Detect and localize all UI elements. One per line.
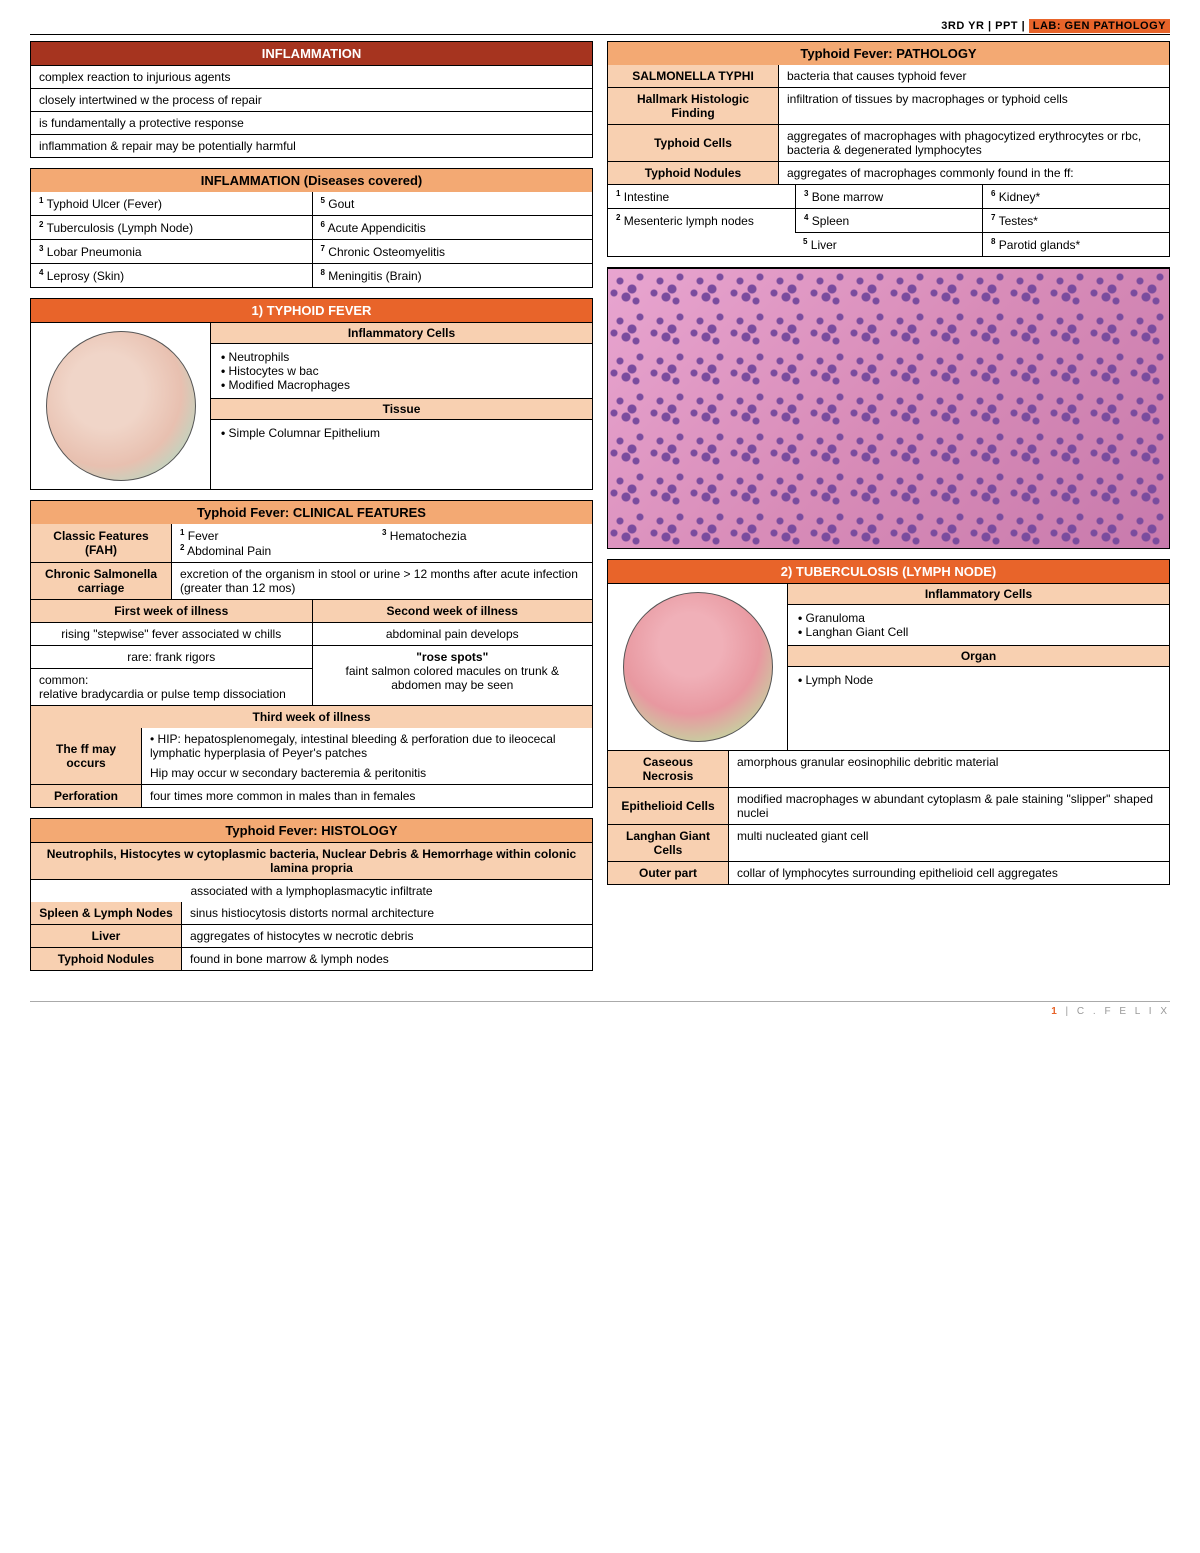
lab-label: LAB: GEN PATHOLOGY xyxy=(1029,19,1170,33)
w1r2: rare: frank rigors xyxy=(31,645,312,668)
path-k: Typhoid Cells xyxy=(608,124,778,161)
hist-v: sinus histiocytosis distorts normal arch… xyxy=(181,902,592,924)
histology-images xyxy=(607,267,1170,549)
nodule-sites: 1 Intestine 3 Bone marrow 6 Kidney* 2 Me… xyxy=(608,184,1169,256)
hist-k: Liver xyxy=(31,924,181,947)
histology-block: Typhoid Fever: HISTOLOGY Neutrophils, Hi… xyxy=(30,818,593,971)
disease-item: 2 Tuberculosis (Lymph Node) xyxy=(31,215,312,239)
page-footer: 1 | C . F E L I X xyxy=(30,1001,1170,1017)
disease-item: 6 Acute Appendicitis xyxy=(312,215,593,239)
week1-hdr: First week of illness xyxy=(31,600,312,622)
hist-k: Typhoid Nodules xyxy=(31,947,181,970)
inflam-row: complex reaction to injurious agents xyxy=(31,65,592,88)
hist-v: aggregates of histocytes w necrotic debr… xyxy=(181,924,592,947)
author-label: | C . F E L I X xyxy=(1066,1006,1170,1017)
w1r3: common: relative bradycardia or pulse te… xyxy=(31,668,312,705)
disease-item: 5 Gout xyxy=(312,192,593,215)
tb-inflam-hdr: Inflammatory Cells xyxy=(788,584,1169,605)
tb-organ-list: Lymph Node xyxy=(788,667,1169,693)
specimen-image xyxy=(46,331,196,481)
inflam-row: is fundamentally a protective response xyxy=(31,111,592,134)
tb-v: amorphous granular eosinophilic debritic… xyxy=(728,751,1169,787)
disease-item: 8 Meningitis (Brain) xyxy=(312,263,593,287)
histology-image xyxy=(608,268,1169,548)
tb-k: Langhan Giant Cells xyxy=(608,824,728,861)
perf-k: Perforation xyxy=(31,784,141,807)
course-label: 3RD YR | PPT | xyxy=(941,20,1025,32)
w2spots: "rose spots" faint salmon colored macule… xyxy=(313,645,593,696)
inflam-row: closely intertwined w the process of rep… xyxy=(31,88,592,111)
left-column: INFLAMMATION complex reaction to injurio… xyxy=(30,41,593,971)
hist-v: found in bone marrow & lymph nodes xyxy=(181,947,592,970)
disease-item: 1 Typhoid Ulcer (Fever) xyxy=(31,192,312,215)
tb-v: modified macrophages w abundant cytoplas… xyxy=(728,787,1169,824)
page-number: 1 xyxy=(1051,1006,1060,1017)
path-v: bacteria that causes typhoid fever xyxy=(778,65,1169,87)
ff-v: • HIP: hepatosplenomegaly, intestinal bl… xyxy=(141,728,592,784)
tb-inflam-list: Granuloma Langhan Giant Cell xyxy=(788,605,1169,645)
classic-v: 1 Fever2 Abdominal Pain 3 Hematochezia xyxy=(171,524,592,562)
chronic-k: Chronic Salmonella carriage xyxy=(31,562,171,599)
clinical-title: Typhoid Fever: CLINICAL FEATURES xyxy=(31,501,592,524)
tb-v: multi nucleated giant cell xyxy=(728,824,1169,861)
w2r1: abdominal pain develops xyxy=(313,623,593,645)
ff-k: The ff may occurs xyxy=(31,728,141,784)
right-column: Typhoid Fever: PATHOLOGY SALMONELLA TYPH… xyxy=(607,41,1170,971)
disease-item: 7 Chronic Osteomyelitis xyxy=(312,239,593,263)
path-k: Typhoid Nodules xyxy=(608,161,778,184)
tissue-hdr: Tissue xyxy=(211,398,592,420)
inflammation-block: INFLAMMATION complex reaction to injurio… xyxy=(30,41,593,158)
w1r1: rising "stepwise" fever associated w chi… xyxy=(31,623,312,645)
pathology-title: Typhoid Fever: PATHOLOGY xyxy=(608,42,1169,65)
pathology-block: Typhoid Fever: PATHOLOGY SALMONELLA TYPH… xyxy=(607,41,1170,257)
path-v: aggregates of macrophages commonly found… xyxy=(778,161,1169,184)
classic-k: Classic Features (FAH) xyxy=(31,524,171,562)
typhoid-block: 1) TYPHOID FEVER Inflammatory Cells Neut… xyxy=(30,298,593,490)
hist-k: Spleen & Lymph Nodes xyxy=(31,902,181,924)
tb-block: 2) TUBERCULOSIS (LYMPH NODE) Inflammator… xyxy=(607,559,1170,885)
tissue-list: Simple Columnar Epithelium xyxy=(211,420,592,446)
week3-hdr: Third week of illness xyxy=(31,705,592,728)
tb-v: collar of lymphocytes surrounding epithe… xyxy=(728,861,1169,884)
chronic-v: excretion of the organism in stool or ur… xyxy=(171,562,592,599)
page-header: 3RD YR | PPT | LAB: GEN PATHOLOGY xyxy=(30,20,1170,35)
tb-k: Epithelioid Cells xyxy=(608,787,728,824)
inflam-cells-list: Neutrophils Histocytes w bac Modified Ma… xyxy=(211,344,592,398)
perf-v: four times more common in males than in … xyxy=(141,784,592,807)
diseases-title: INFLAMMATION (Diseases covered) xyxy=(31,169,592,192)
histology-title: Typhoid Fever: HISTOLOGY xyxy=(31,819,592,842)
typhoid-title: 1) TYPHOID FEVER xyxy=(31,299,592,322)
path-k: Hallmark Histologic Finding xyxy=(608,87,778,124)
path-k: SALMONELLA TYPHI xyxy=(608,65,778,87)
week2-hdr: Second week of illness xyxy=(312,600,593,622)
histology-assoc: associated with a lymphoplasmacytic infi… xyxy=(31,879,592,902)
inflam-cells-hdr: Inflammatory Cells xyxy=(211,323,592,344)
inflammation-title: INFLAMMATION xyxy=(31,42,592,65)
tb-k: Caseous Necrosis xyxy=(608,751,728,787)
tb-title: 2) TUBERCULOSIS (LYMPH NODE) xyxy=(608,560,1169,583)
disease-item: 3 Lobar Pneumonia xyxy=(31,239,312,263)
diseases-block: INFLAMMATION (Diseases covered) 1 Typhoi… xyxy=(30,168,593,288)
clinical-block: Typhoid Fever: CLINICAL FEATURES Classic… xyxy=(30,500,593,808)
tb-organ-hdr: Organ xyxy=(788,645,1169,667)
inflam-row: inflammation & repair may be potentially… xyxy=(31,134,592,157)
path-v: infiltration of tissues by macrophages o… xyxy=(778,87,1169,124)
tb-k: Outer part xyxy=(608,861,728,884)
path-v: aggregates of macrophages with phagocyti… xyxy=(778,124,1169,161)
specimen-image xyxy=(623,592,773,742)
disease-item: 4 Leprosy (Skin) xyxy=(31,263,312,287)
histology-main: Neutrophils, Histocytes w cytoplasmic ba… xyxy=(31,842,592,879)
